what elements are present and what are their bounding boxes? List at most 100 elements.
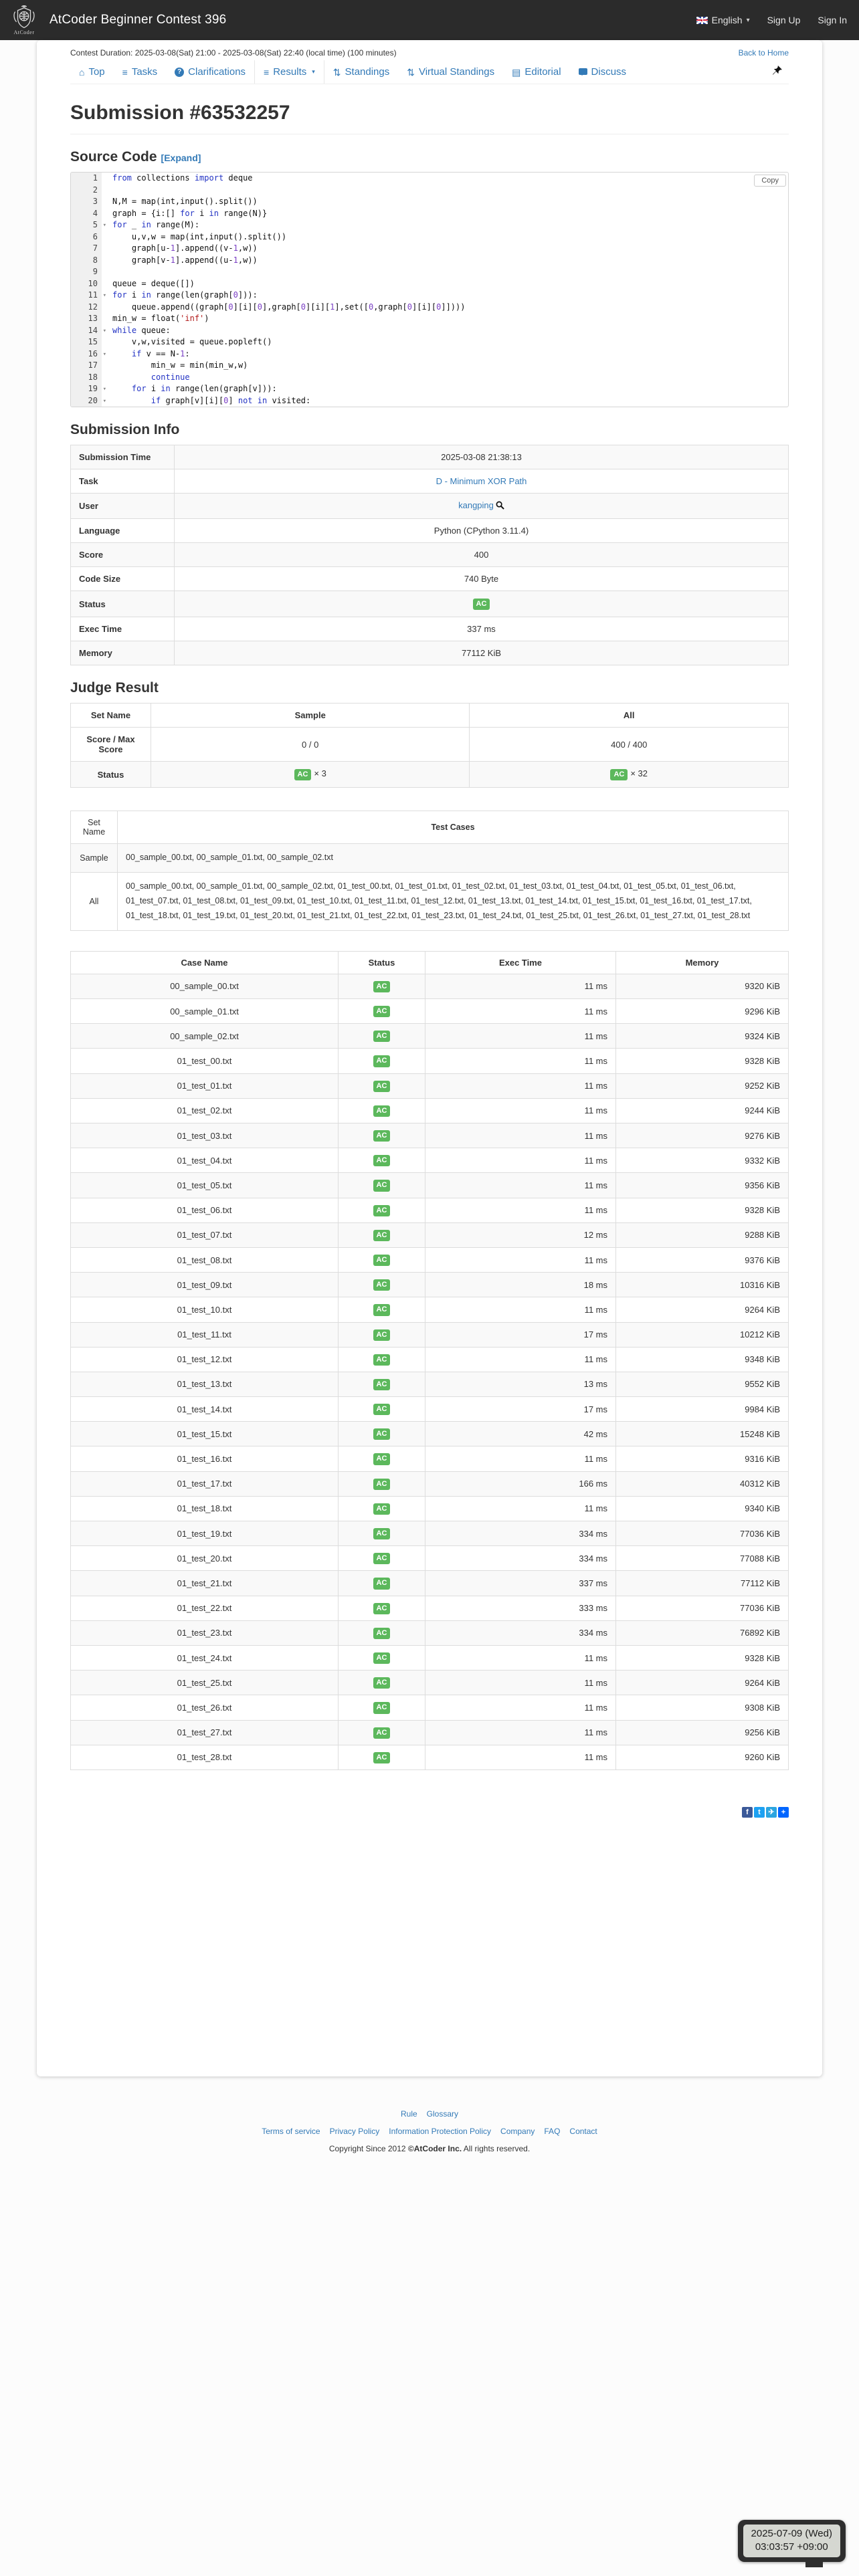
case-memory: 9356 KiB (615, 1172, 789, 1198)
code-token: graph = {i:[] (112, 208, 181, 218)
code-token: in (141, 220, 151, 229)
code-text: u,v,w = map(int,input().split()) (102, 231, 286, 243)
telegram-share-icon[interactable]: ✈ (766, 1806, 777, 1818)
fold-caret-icon[interactable]: ▾ (102, 397, 106, 405)
case-row: 01_test_03.txt AC 11 ms 9276 KiB (70, 1122, 789, 1149)
case-exec-time: 11 ms (425, 1297, 616, 1323)
facebook-share-icon[interactable]: f (742, 1806, 753, 1818)
line-number: 7 (71, 243, 102, 255)
case-name: 01_test_06.txt (70, 1197, 339, 1223)
info-row: Exec Time 337 ms (70, 617, 789, 642)
case-memory: 9276 KiB (615, 1122, 789, 1149)
case-name: 01_test_25.txt (70, 1670, 339, 1696)
code-token: range(N)} (218, 208, 268, 218)
case-row: 01_test_05.txt AC 11 ms 9356 KiB (70, 1172, 789, 1198)
code-token: ].append((u- (175, 255, 233, 265)
line-number: 15 (71, 336, 102, 348)
line-number: 13 (71, 313, 102, 325)
nav-item-tasks[interactable]: ≡ Tasks (114, 60, 167, 84)
nav-item-virtual-standings[interactable]: ⇅ Virtual Standings (398, 60, 503, 84)
footer-link-privacy-policy[interactable]: Privacy Policy (329, 2126, 380, 2136)
code-token: 0 (223, 395, 229, 405)
line-number: 12 (71, 301, 102, 313)
code-text: for _ in range(M): (102, 219, 199, 231)
case-row: 01_test_12.txt AC 11 ms 9348 KiB (70, 1346, 789, 1372)
code-line: 11 ▾ for i in range(len(graph[0])): (71, 290, 788, 302)
footer-link-information-protection-policy[interactable]: Information Protection Policy (389, 2126, 492, 2136)
code-line: 1 from collections import deque (71, 173, 788, 185)
code-text (102, 266, 117, 278)
case-status: AC (338, 1172, 425, 1198)
expand-link[interactable]: [Expand] (161, 152, 201, 163)
code-text: for i in range(len(graph[v])): (102, 383, 277, 395)
case-status: AC (338, 1148, 425, 1174)
chevron-down-icon: ▾ (746, 16, 750, 24)
info-row: Memory 77112 KiB (70, 641, 789, 666)
source-code-viewer[interactable]: Copy 1 from collections import deque 2 3 N,… (70, 172, 789, 407)
sign-in-link[interactable]: Sign In (818, 15, 847, 25)
case-name: 00_sample_00.txt (70, 973, 339, 1000)
atcoder-logo-icon[interactable]: AtCoder (7, 3, 41, 37)
pin-icon[interactable] (765, 62, 789, 83)
code-text: from collections import deque (102, 173, 253, 185)
fold-caret-icon[interactable]: ▾ (102, 350, 106, 358)
footer-link-glossary[interactable]: Glossary (426, 2109, 459, 2119)
language-dropdown[interactable]: English ▾ (696, 15, 750, 25)
case-memory: 9296 KiB (615, 998, 789, 1025)
status-badge: AC (373, 1677, 391, 1689)
nav-item-editorial[interactable]: ▤ Editorial (503, 60, 569, 84)
code-text: graph[v-1].append((u-1,w)) (102, 255, 258, 267)
cases-col-header: Exec Time (425, 950, 616, 974)
nav-item-label: Tasks (131, 66, 158, 78)
case-status: AC (338, 998, 425, 1025)
case-memory: 9328 KiB (615, 1644, 789, 1671)
footer-link-faq[interactable]: FAQ (544, 2126, 561, 2136)
addtoany-share-icon[interactable]: + (778, 1806, 789, 1818)
sign-up-link[interactable]: Sign Up (767, 15, 801, 25)
info-label: Status (70, 590, 175, 618)
case-row: 01_test_00.txt AC 11 ms 9328 KiB (70, 1048, 789, 1074)
case-name: 01_test_15.txt (70, 1421, 339, 1447)
back-to-home-link[interactable]: Back to Home (738, 48, 789, 58)
case-memory: 9328 KiB (615, 1197, 789, 1223)
case-memory: 9252 KiB (615, 1073, 789, 1099)
footer-link-company[interactable]: Company (500, 2126, 535, 2136)
twitter-share-icon[interactable]: t (754, 1806, 765, 1818)
fold-caret-icon[interactable]: ▾ (102, 327, 106, 334)
nav-item-top[interactable]: ⌂ Top (70, 60, 114, 84)
footer-link-contact[interactable]: Contact (569, 2126, 597, 2136)
nav-item-results[interactable]: ≡ Results ▾ (254, 60, 324, 84)
user-link[interactable]: kangping (458, 500, 494, 510)
fold-caret-icon[interactable]: ▾ (102, 222, 106, 229)
info-value: D - Minimum XOR Path (174, 469, 789, 494)
info-value: Python (CPython 3.11.4) (174, 518, 789, 543)
judge-status-row: Status AC × 3 AC × 32 (70, 761, 789, 788)
code-token: 0 (407, 302, 412, 312)
code-token: ],graph[ (262, 302, 301, 312)
case-row: 01_test_15.txt AC 42 ms 15248 KiB (70, 1421, 789, 1447)
line-number: 14 ▾ (71, 324, 106, 336)
case-memory: 9308 KiB (615, 1695, 789, 1721)
code-text: while queue: (102, 325, 171, 337)
task-link[interactable]: D - Minimum XOR Path (436, 476, 527, 486)
footer-link-rule[interactable]: Rule (400, 2109, 417, 2119)
code-token: ][i][ (233, 302, 258, 312)
copy-button[interactable]: Copy (754, 175, 786, 187)
fold-caret-icon[interactable]: ▾ (102, 386, 106, 393)
nav-item-clarifications[interactable]: ? Clarifications (166, 60, 254, 84)
nav-item-standings[interactable]: ⇅ Standings (324, 60, 398, 84)
code-line: 4 graph = {i:[] for i in range(N)} (71, 207, 788, 219)
case-status: AC (338, 1471, 425, 1497)
case-name: 01_test_14.txt (70, 1396, 339, 1422)
code-token: 0 (368, 302, 374, 312)
info-label: User (70, 493, 175, 519)
case-exec-time: 11 ms (425, 1644, 616, 1671)
line-number: 16 ▾ (71, 348, 106, 360)
search-icon[interactable] (496, 501, 504, 512)
case-row: 01_test_22.txt AC 333 ms 77036 KiB (70, 1595, 789, 1621)
info-row: Task D - Minimum XOR Path (70, 469, 789, 494)
footer-link-terms-of-service[interactable]: Terms of service (262, 2126, 320, 2136)
code-token: queue.append((graph[ (112, 302, 229, 312)
fold-caret-icon[interactable]: ▾ (102, 292, 106, 299)
nav-item-discuss[interactable]: Discuss (570, 60, 636, 84)
